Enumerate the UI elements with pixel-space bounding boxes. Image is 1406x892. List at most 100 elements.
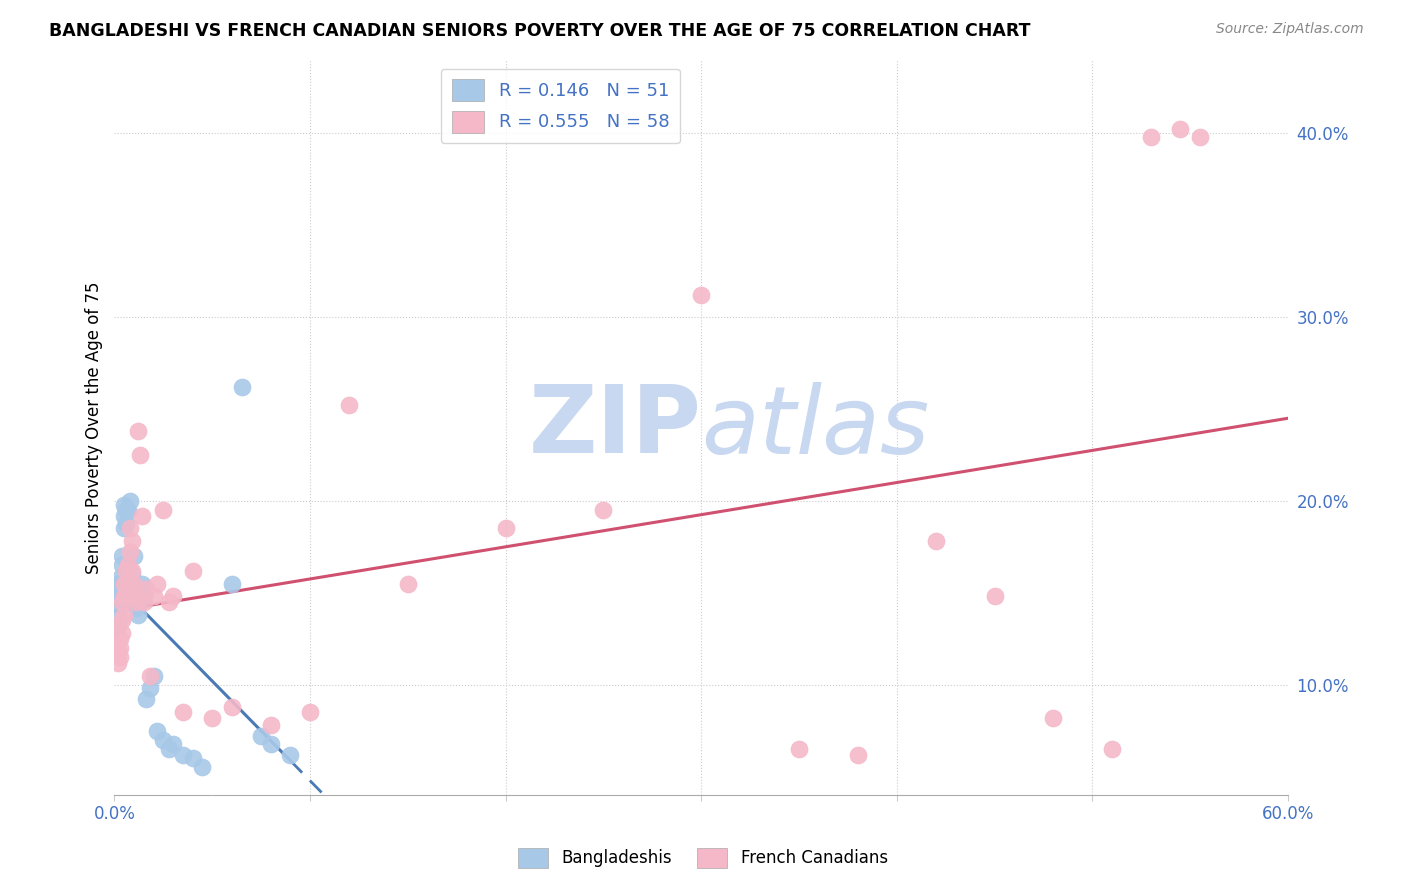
Point <box>117 576 139 591</box>
Point <box>110 650 132 665</box>
Point <box>111 626 134 640</box>
Point <box>110 590 132 604</box>
Point <box>1101 742 1123 756</box>
Legend: Bangladeshis, French Canadians: Bangladeshis, French Canadians <box>512 841 894 875</box>
Point <box>396 576 419 591</box>
Point <box>121 564 143 578</box>
Point <box>117 558 139 573</box>
Point <box>135 692 157 706</box>
Point <box>152 503 174 517</box>
Point <box>231 380 253 394</box>
Point <box>337 398 360 412</box>
Point <box>120 521 142 535</box>
Point <box>117 503 139 517</box>
Point <box>221 576 243 591</box>
Point <box>125 600 148 615</box>
Point <box>1188 129 1211 144</box>
Point <box>107 619 129 633</box>
Y-axis label: Seniors Poverty Over the Age of 75: Seniors Poverty Over the Age of 75 <box>86 281 103 574</box>
Point <box>925 534 948 549</box>
Point <box>115 516 138 530</box>
Point <box>201 711 224 725</box>
Point <box>125 595 148 609</box>
Point <box>105 595 128 609</box>
Point <box>132 590 155 604</box>
Point <box>298 706 321 720</box>
Point <box>132 595 155 609</box>
Point <box>280 747 302 762</box>
Point <box>122 576 145 591</box>
Point <box>122 586 145 600</box>
Text: BANGLADESHI VS FRENCH CANADIAN SENIORS POVERTY OVER THE AGE OF 75 CORRELATION CH: BANGLADESHI VS FRENCH CANADIAN SENIORS P… <box>49 22 1031 40</box>
Point <box>122 549 145 563</box>
Point <box>107 619 129 633</box>
Point <box>162 590 184 604</box>
Point <box>107 656 129 670</box>
Point <box>138 668 160 682</box>
Point <box>162 737 184 751</box>
Point <box>121 567 143 582</box>
Point <box>112 498 135 512</box>
Point <box>128 448 150 462</box>
Point <box>105 626 128 640</box>
Point <box>115 576 138 591</box>
Point <box>846 747 869 762</box>
Point <box>110 571 132 585</box>
Point <box>250 729 273 743</box>
Point <box>115 564 138 578</box>
Point <box>112 595 135 609</box>
Point <box>111 558 134 573</box>
Point <box>117 558 139 573</box>
Point <box>152 732 174 747</box>
Point <box>983 590 1005 604</box>
Point <box>107 645 129 659</box>
Point <box>201 797 224 812</box>
Point <box>122 590 145 604</box>
Point <box>131 508 153 523</box>
Point <box>120 576 142 591</box>
Point <box>181 564 204 578</box>
Point <box>110 595 132 609</box>
Point <box>495 521 517 535</box>
Point <box>105 637 128 651</box>
Point <box>181 751 204 765</box>
Point <box>105 590 128 604</box>
Point <box>221 699 243 714</box>
Point <box>592 503 614 517</box>
Point <box>172 747 194 762</box>
Point <box>127 424 149 438</box>
Point <box>112 607 135 622</box>
Point <box>107 632 129 646</box>
Point <box>110 586 132 600</box>
Point <box>1140 129 1163 144</box>
Point <box>111 614 134 628</box>
Point <box>138 681 160 696</box>
Point <box>260 737 283 751</box>
Point <box>110 582 132 596</box>
Point <box>107 595 129 609</box>
Point <box>107 576 129 591</box>
Point <box>105 645 128 659</box>
Point <box>146 576 169 591</box>
Point <box>157 742 180 756</box>
Point <box>157 595 180 609</box>
Point <box>111 549 134 563</box>
Text: ZIP: ZIP <box>529 382 702 474</box>
Point <box>115 503 138 517</box>
Point <box>1042 711 1064 725</box>
Point <box>121 590 143 604</box>
Point <box>112 521 135 535</box>
Point <box>142 668 165 682</box>
Point <box>112 508 135 523</box>
Point <box>120 545 142 559</box>
Point <box>121 534 143 549</box>
Point <box>1170 122 1192 136</box>
Point <box>105 586 128 600</box>
Point <box>260 718 283 732</box>
Point <box>131 576 153 591</box>
Legend: R = 0.146   N = 51, R = 0.555   N = 58: R = 0.146 N = 51, R = 0.555 N = 58 <box>440 69 681 144</box>
Point <box>128 595 150 609</box>
Text: atlas: atlas <box>702 382 929 473</box>
Point <box>191 760 214 774</box>
Point <box>120 494 142 508</box>
